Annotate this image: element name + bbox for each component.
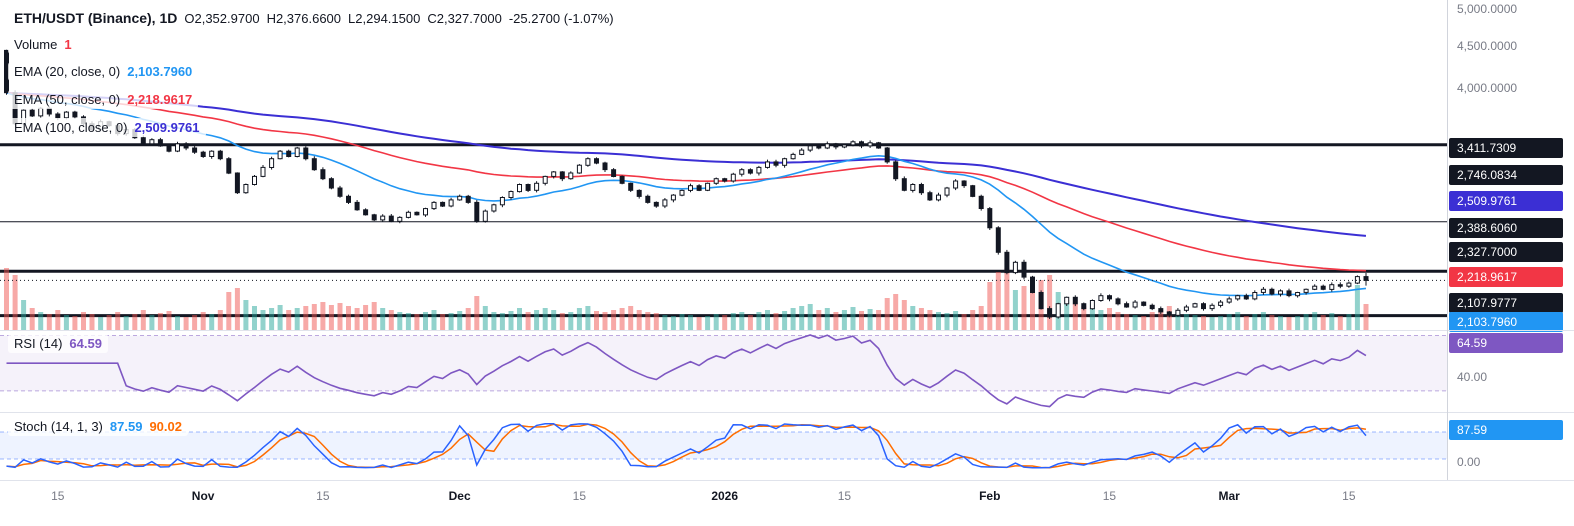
time-axis-label: Nov [191, 489, 215, 503]
price-axis-label: 4,000.0000 [1457, 81, 1518, 95]
price-level-badge: 2,388.6060 [1449, 218, 1563, 238]
ema20-label: EMA (20, close, 0) [14, 64, 121, 79]
time-axis-label: 2026 [711, 489, 739, 503]
ohlc-close: C2,327.7000 [427, 11, 501, 26]
ohlc-label: H [266, 11, 276, 26]
time-axis-label: Dec [448, 489, 471, 503]
stoch-d-value: 90.02 [149, 419, 182, 434]
stoch-legend-row[interactable]: Stoch (14, 1, 3) 87.59 90.02 [8, 417, 188, 436]
rsi-legend-row[interactable]: RSI (14) 64.59 [8, 334, 108, 353]
ema50-badge: 2,218.9617 [1449, 267, 1563, 287]
ohlc-value: 2,327.7000 [436, 11, 502, 26]
stoch-lines [6, 423, 1367, 469]
price-change: -25.2700 (-1.07%) [508, 11, 614, 26]
ema50-label: EMA (50, close, 0) [14, 92, 121, 107]
stoch-value-badge: 87.59 [1449, 420, 1563, 440]
candles [4, 49, 1369, 319]
ohlc-open: O2,352.9700 [184, 11, 259, 26]
ohlc-label: L [348, 11, 356, 26]
ohlc-label: O [184, 11, 195, 26]
symbol-legend-row[interactable]: ETH/USDT (Binance), 1D O2,352.9700 H2,37… [8, 8, 620, 28]
pane-separator[interactable] [0, 330, 1574, 331]
time-axis-label: Feb [979, 489, 1001, 503]
ema100-legend-row[interactable]: EMA (100, close, 0) 2,509.9761 [8, 118, 206, 137]
time-axis-label: Mar [1218, 489, 1240, 503]
last-price-badge: 2,327.7000 [1449, 242, 1563, 262]
rsi-value-badge: 64.59 [1449, 333, 1563, 353]
stoch-k-value: 87.59 [109, 419, 143, 434]
price-level-badge: 3,411.7309 [1449, 138, 1563, 158]
symbol-title[interactable]: ETH/USDT (Binance), 1D [14, 10, 178, 26]
volume-label: Volume [14, 37, 58, 52]
rsi-label: RSI (14) [14, 336, 63, 351]
ohlc-value: 2,352.9700 [194, 11, 260, 26]
ohlc-value: 2,376.6600 [275, 11, 342, 26]
time-axis-separator [0, 480, 1574, 481]
volume-value: 1 [64, 37, 72, 52]
ohlc-value: 2,294.1500 [355, 11, 421, 26]
time-axis-label: 15 [1102, 489, 1117, 503]
time-axis-label: 15 [1342, 489, 1356, 503]
ema50-legend-row[interactable]: EMA (50, close, 0) 2,218.9617 [8, 90, 199, 109]
rsi-value: 64.59 [69, 336, 102, 351]
stoch-axis-label: 0.00 [1457, 455, 1481, 469]
time-axis-label: 15 [572, 489, 587, 503]
time-axis[interactable]: 15 Nov 15 Dec 15 2026 15 Feb 15 Mar 15 [0, 480, 1447, 526]
price-axis-label: 5,000.0000 [1457, 2, 1518, 16]
rsi-line [6, 334, 1367, 408]
stoch-band [0, 432, 1447, 459]
ema20-badge: 2,103.7960 [1449, 312, 1563, 332]
price-axis-label: 4,500.0000 [1457, 39, 1518, 53]
chart-canvas[interactable] [0, 0, 1447, 526]
ohlc-low: L2,294.1500 [348, 11, 420, 26]
ema100-value: 2,509.9761 [134, 120, 200, 135]
stoch-label: Stoch (14, 1, 3) [14, 419, 103, 434]
volume-bars [4, 268, 1369, 330]
time-axis-label: 15 [837, 489, 852, 503]
price-axis[interactable]: 5,000.0000 4,500.0000 4,000.0000 3,411.7… [1447, 0, 1574, 480]
ema20-value: 2,103.7960 [127, 64, 193, 79]
price-axis-separator [1447, 0, 1448, 480]
ema20-legend-row[interactable]: EMA (20, close, 0) 2,103.7960 [8, 62, 199, 81]
ohlc-high: H2,376.6600 [267, 11, 341, 26]
ema100-badge: 2,509.9761 [1449, 191, 1563, 211]
time-axis-label: 15 [51, 489, 65, 503]
price-level-badge: 2,107.9777 [1449, 293, 1563, 313]
volume-legend-row[interactable]: Volume 1 [8, 35, 78, 54]
pane-separator[interactable] [0, 412, 1574, 413]
time-axis-label: 15 [316, 489, 330, 503]
rsi-axis-label: 40.00 [1457, 370, 1488, 384]
rsi-band [0, 335, 1447, 391]
ema100-label: EMA (100, close, 0) [14, 120, 128, 135]
ema50-value: 2,218.9617 [127, 92, 193, 107]
ohlc-label: C [427, 11, 437, 26]
ema-lines [6, 91, 1367, 297]
price-level-badge: 2,746.0834 [1449, 165, 1563, 185]
